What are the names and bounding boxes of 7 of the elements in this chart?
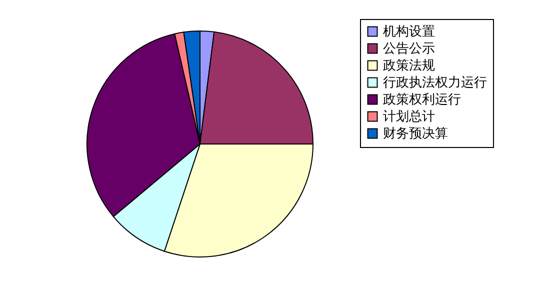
legend-label: 财务预决算: [383, 126, 448, 142]
legend-label: 计划总计: [383, 110, 435, 124]
legend-label: 政策权利运行: [383, 92, 461, 108]
legend-label: 政策法规: [383, 58, 435, 74]
legend-label: 行政执法权力运行: [383, 76, 487, 90]
legend-label: 公告公示: [383, 42, 435, 56]
legend-label: 机构设置: [383, 24, 435, 40]
